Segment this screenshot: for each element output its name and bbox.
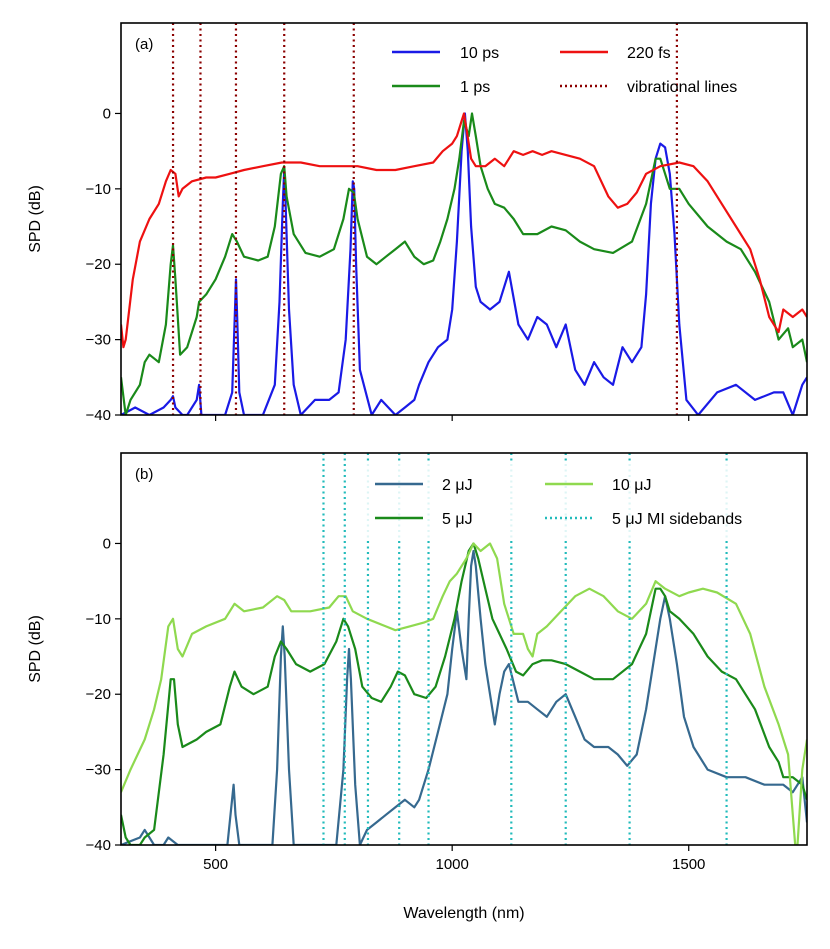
panel-b-axes: 500 1000 1500 0 −10 −20 −30 −40: [86, 535, 706, 873]
panel-a: 0 −10 −20 −30 −40 (a) SPD (dB) 10 ps 1 ps 22…: [27, 22, 808, 424]
series-line-10-ps: [121, 112, 807, 415]
series-line-10-j: [121, 542, 807, 845]
panel-b: 500 1000 1500 0 −10 −20 −30 −40 (b) SPD (dB) 2 …: [27, 452, 808, 873]
y-tick-label-0: 0: [103, 105, 111, 122]
legend-label-10uj: 10 μJ: [612, 477, 651, 494]
panel-a-axes: 0 −10 −20 −30 −40: [86, 105, 690, 424]
legend-label-vibrational: vibrational lines: [627, 79, 737, 96]
legend-label-5uj: 5 μJ: [442, 511, 473, 528]
panel-b-label: (b): [135, 466, 153, 483]
legend-label-2uj: 2 μJ: [442, 477, 473, 494]
y-tick-label--30: −30: [86, 762, 111, 779]
legend-label-mi-sidebands: 5 μJ MI sidebands: [612, 511, 742, 528]
series-line-2-j: [121, 549, 807, 845]
y-tick-label--40: −40: [86, 407, 111, 424]
legend-label-10ps: 10 ps: [460, 45, 499, 62]
panel-b-legend-bg: [365, 464, 795, 540]
y-tick-label--10: −10: [86, 181, 111, 198]
series-line-5-j: [121, 542, 807, 845]
y-tick-label-0: 0: [103, 535, 111, 552]
x-tick-label-1000: 1000: [435, 856, 468, 873]
y-tick-label--30: −30: [86, 332, 111, 349]
panel-b-series-group: [121, 453, 807, 845]
series-line-220-fs: [121, 112, 807, 349]
y-tick-label--10: −10: [86, 611, 111, 628]
panel-a-series-group: [121, 23, 807, 415]
panel-b-plot-area: [121, 453, 807, 845]
panel-b-legend: 2 μJ 5 μJ 10 μJ 5 μJ MI sidebands: [365, 464, 795, 540]
panel-a-frame: [120, 22, 808, 416]
legend-label-220fs: 220 fs: [627, 45, 671, 62]
panel-a-plot-area: [121, 23, 807, 415]
y-tick-label--40: −40: [86, 837, 111, 854]
panel-a-label: (a): [135, 36, 153, 53]
x-tick-label-500: 500: [203, 856, 228, 873]
y-tick-label--20: −20: [86, 256, 111, 273]
panel-a-ylabel: SPD (dB): [27, 185, 44, 253]
legend-label-1ps: 1 ps: [460, 79, 490, 96]
series-line-1-ps: [121, 112, 807, 415]
x-axis-label: Wavelength (nm): [403, 905, 524, 922]
panel-a-legend: 10 ps 1 ps 220 fs vibrational lines: [392, 45, 737, 96]
y-tick-label--20: −20: [86, 686, 111, 703]
panel-b-ylabel: SPD (dB): [27, 615, 44, 683]
x-tick-label-1500: 1500: [672, 856, 705, 873]
panel-b-frame: [120, 452, 808, 846]
